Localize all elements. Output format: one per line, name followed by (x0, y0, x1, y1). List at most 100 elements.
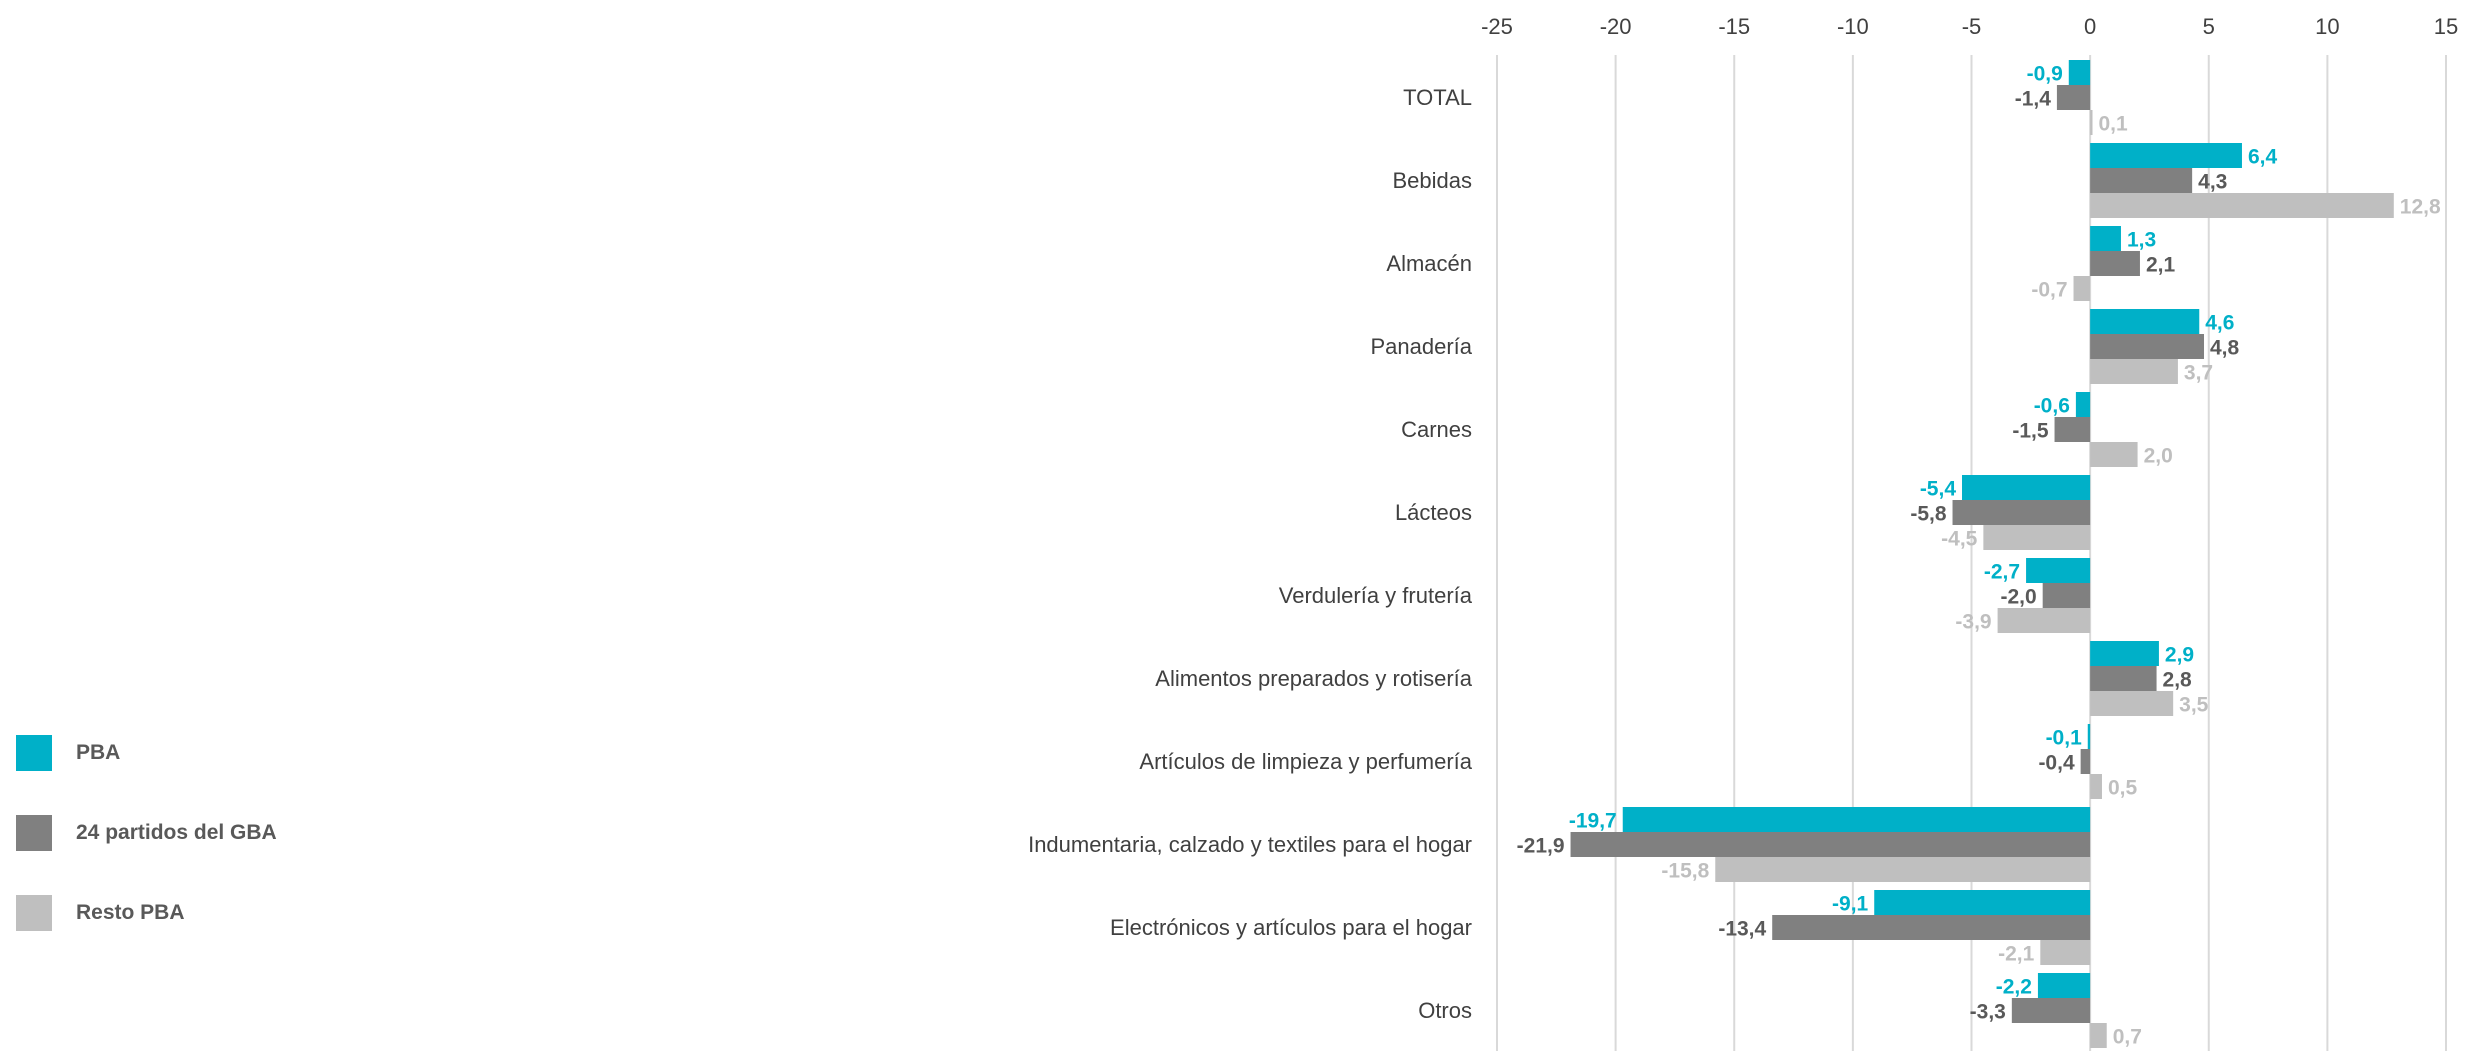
bar (2080, 749, 2091, 774)
category-label: Alimentos preparados y rotisería (1155, 666, 1472, 691)
data-label: -9,1 (1832, 893, 1869, 916)
legend-label-gba: 24 partidos del GBA (76, 821, 277, 844)
bar (2090, 309, 2200, 334)
bar (2090, 226, 2121, 251)
bar (1997, 608, 2091, 633)
category-label: Indumentaria, calzado y textiles para el… (1028, 832, 1472, 857)
data-label: -4,5 (1941, 528, 1978, 551)
bar (2090, 666, 2157, 691)
bar (2090, 359, 2178, 384)
data-label: 0,5 (2108, 777, 2138, 800)
legend-item-gba: 24 partidos del GBA (16, 808, 277, 858)
legend-label-resto: Resto PBA (76, 901, 185, 924)
tick-label: 15 (2434, 14, 2458, 39)
data-label: -5,8 (1910, 503, 1947, 526)
bar (2090, 442, 2138, 467)
category-label: Electrónicos y artículos para el hogar (1110, 915, 1472, 940)
category-label: TOTAL (1403, 85, 1472, 110)
data-label: -0,7 (2031, 279, 2067, 302)
tick-label: 5 (2203, 14, 2215, 39)
data-label: -2,2 (1996, 976, 2032, 999)
legend: PBA 24 partidos del GBA Resto PBA (16, 728, 277, 968)
bar (2040, 940, 2091, 965)
data-label: 4,6 (2205, 312, 2234, 335)
data-label: 2,8 (2163, 669, 2193, 692)
data-label: 0,1 (2098, 113, 2128, 136)
bar (2090, 193, 2394, 218)
legend-item-resto: Resto PBA (16, 888, 277, 938)
tick-label: -15 (1718, 14, 1750, 39)
bar (2037, 973, 2091, 998)
data-label: -0,1 (2046, 727, 2083, 750)
bar (2087, 724, 2091, 749)
tick-label: -5 (1962, 14, 1982, 39)
data-label: 4,8 (2210, 337, 2240, 360)
category-label: Bebidas (1392, 168, 1472, 193)
bar (2090, 168, 2193, 193)
data-label: -2,0 (2000, 586, 2036, 609)
bar (2042, 583, 2091, 608)
bar (1622, 807, 2091, 832)
category-label: Verdulería y frutería (1279, 583, 1473, 608)
data-label: -19,7 (1569, 810, 1617, 833)
category-label: Artículos de limpieza y perfumería (1139, 749, 1472, 774)
data-label: -0,6 (2034, 395, 2070, 418)
data-label: -2,7 (1984, 561, 2020, 584)
bar (2056, 85, 2091, 110)
data-label: 1,3 (2127, 229, 2156, 252)
data-label: -1,4 (2015, 88, 2052, 111)
legend-swatch-resto (16, 895, 52, 931)
legend-swatch-gba (16, 815, 52, 851)
category-label: Almacén (1386, 251, 1472, 276)
data-label: -3,3 (1970, 1001, 2006, 1024)
data-label: 2,1 (2146, 254, 2176, 277)
data-label: 12,8 (2400, 196, 2441, 219)
tick-label: -10 (1837, 14, 1869, 39)
tick-label: -20 (1600, 14, 1632, 39)
data-label: -2,1 (1998, 943, 2035, 966)
bar (2090, 334, 2205, 359)
data-label: -15,8 (1661, 860, 1709, 883)
data-label: 0,7 (2113, 1026, 2142, 1049)
data-label: -21,9 (1517, 835, 1565, 858)
category-label: Panadería (1370, 334, 1472, 359)
category-label: Lácteos (1395, 500, 1472, 525)
bar (2090, 1023, 2107, 1048)
data-label: -3,9 (1955, 611, 1991, 634)
data-label: 2,0 (2144, 445, 2173, 468)
bar (2090, 691, 2174, 716)
data-label: 3,5 (2179, 694, 2209, 717)
value-labels: -0,9-1,4 0,1 6,4 4,3 12,8 1,32,1 -0,7 4,64,83,7… (1517, 63, 2441, 1049)
category-labels: TOTAL Bebidas Almacén Panadería Carnes Lácteo… (1028, 85, 1473, 1023)
data-label: -1,5 (2012, 420, 2049, 443)
tick-label: 0 (2084, 14, 2096, 39)
tick-label: 10 (2315, 14, 2339, 39)
bar (2090, 774, 2102, 799)
legend-label-pba: PBA (76, 741, 121, 764)
legend-item-pba: PBA (16, 728, 277, 778)
category-label: Otros (1418, 998, 1472, 1023)
bar (2075, 392, 2091, 417)
bar (2090, 143, 2242, 168)
bar (1983, 525, 2091, 550)
bar (1772, 915, 2091, 940)
data-label: 2,9 (2165, 644, 2194, 667)
data-label: -5,4 (1920, 478, 1957, 501)
bar (2090, 110, 2093, 135)
gridlines (1496, 55, 2447, 1051)
bar (2054, 417, 2091, 442)
bar (2090, 641, 2159, 666)
bar (2068, 60, 2091, 85)
data-label: -0,4 (2038, 752, 2075, 775)
category-label: Carnes (1401, 417, 1472, 442)
bar (1962, 475, 2091, 500)
bar (2090, 251, 2140, 276)
data-label: -0,9 (2027, 63, 2063, 86)
bar (2026, 558, 2091, 583)
tick-label: -25 (1481, 14, 1513, 39)
data-label: 4,3 (2198, 171, 2227, 194)
tick-labels: -25 -20 -15 -10 -5 0 5 10 15 (1481, 14, 2458, 39)
bar (2011, 998, 2091, 1023)
legend-swatch-pba (16, 735, 52, 771)
